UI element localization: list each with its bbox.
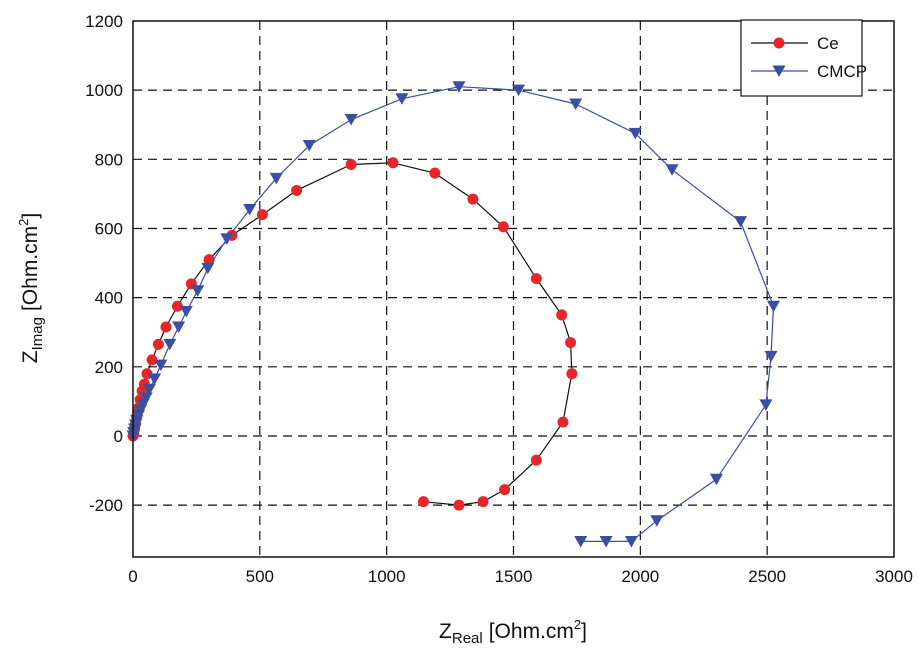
data-point-ce [345, 159, 357, 171]
x-tick-label: 3000 [875, 567, 913, 586]
data-point-cmcp [624, 535, 638, 548]
data-point-cmcp [628, 127, 642, 140]
data-point-ce [417, 496, 429, 508]
data-point-cmcp [395, 93, 409, 105]
legend-marker-ce [773, 37, 785, 49]
data-point-cmcp [569, 98, 583, 110]
y-tick-label: 200 [95, 358, 123, 377]
data-point-ce [429, 167, 441, 179]
series-cmcp [126, 81, 781, 548]
x-axis-title-unit: [Ohm.cm [489, 620, 574, 643]
x-axis-title-sub: Real [452, 630, 483, 647]
data-point-cmcp [759, 399, 773, 411]
y-tick-label: 0 [114, 427, 123, 446]
y-tick-label: -200 [89, 496, 123, 515]
data-point-cmcp [665, 164, 679, 176]
data-point-cmcp [767, 300, 781, 313]
data-point-cmcp [452, 81, 466, 93]
data-point-cmcp [599, 535, 613, 548]
data-point-cmcp [344, 114, 358, 126]
data-point-ce [141, 368, 153, 380]
data-point-cmcp [734, 216, 748, 228]
y-tick-label: 1200 [85, 12, 123, 31]
x-tick-label: 500 [246, 567, 274, 586]
y-tick-label: 400 [95, 289, 123, 308]
data-point-ce [256, 209, 268, 221]
data-point-ce [566, 368, 578, 380]
x-tick-label: 2500 [748, 567, 786, 586]
data-point-cmcp [172, 321, 186, 334]
data-point-cmcp [139, 392, 153, 404]
data-point-ce [557, 416, 569, 428]
data-point-cmcp [191, 285, 205, 297]
data-point-cmcp [574, 535, 588, 548]
x-axis-title-main: Z [439, 620, 452, 643]
data-point-cmcp [201, 262, 215, 275]
data-point-ce [146, 354, 158, 366]
x-axis-title-sup: 2 [574, 617, 581, 632]
x-tick-label: 1500 [495, 567, 533, 586]
data-point-ce [530, 273, 542, 285]
legend-marker-cmcp [772, 65, 786, 77]
data-point-cmcp [179, 305, 193, 318]
y-axis-title-unit: [Ohm.cm [19, 226, 42, 311]
data-point-cmcp [302, 139, 316, 152]
data-point-ce [291, 184, 303, 196]
data-point-cmcp [512, 84, 526, 97]
y-tick-label: 1000 [85, 81, 123, 100]
data-point-cmcp [764, 350, 778, 363]
series-line-ce [132, 162, 573, 506]
x-tick-label: 2000 [621, 567, 659, 586]
data-point-cmcp [243, 203, 257, 216]
x-axis-title: ZReal [Ohm.cm2] [439, 617, 587, 647]
data-point-ce [453, 499, 465, 511]
y-tick-label: 800 [95, 150, 123, 169]
series-layer [126, 81, 781, 548]
plot-frame [132, 20, 895, 558]
legend-label-cmcp: CMCP [817, 62, 867, 81]
y-axis-title-main: Z [19, 350, 42, 363]
data-point-ce [467, 193, 479, 205]
y-axis-title-sup: 2 [16, 219, 31, 226]
y-tick-label: 600 [95, 219, 123, 238]
data-point-ce [565, 337, 577, 349]
data-point-cmcp [650, 515, 664, 527]
x-tick-label: 1000 [368, 567, 406, 586]
legend: Ce CMCP [740, 19, 867, 97]
data-point-cmcp [142, 383, 156, 396]
tick-labels: 0 500 1000 1500 2000 2500 3000 -200 0 200 400 600 80… [85, 12, 913, 586]
legend-label-ce: Ce [817, 34, 839, 53]
data-point-ce [387, 157, 399, 169]
y-axis-title: ZImag [Ohm.cm2] [16, 213, 46, 363]
y-axis-title-sub: Imag [29, 317, 46, 350]
data-point-ce [477, 496, 489, 508]
data-point-cmcp [269, 172, 283, 185]
data-point-cmcp [709, 473, 723, 486]
data-point-ce [499, 484, 511, 496]
grid-lines [133, 21, 894, 557]
data-point-ce [530, 454, 542, 466]
y-axis-title-close: ] [19, 213, 42, 219]
x-axis-title-close: ] [581, 620, 587, 643]
data-point-ce [556, 309, 568, 321]
data-point-ce [497, 221, 509, 233]
data-point-cmcp [220, 233, 234, 245]
data-point-cmcp [148, 373, 162, 385]
series-ce [127, 157, 578, 511]
x-tick-label: 0 [128, 567, 137, 586]
data-point-ce [171, 300, 183, 312]
data-point-ce [160, 321, 172, 333]
data-point-cmcp [163, 338, 177, 351]
data-point-cmcp [154, 359, 168, 372]
data-point-ce [152, 338, 164, 350]
series-line-cmcp [132, 86, 775, 543]
legend-box [740, 19, 863, 97]
